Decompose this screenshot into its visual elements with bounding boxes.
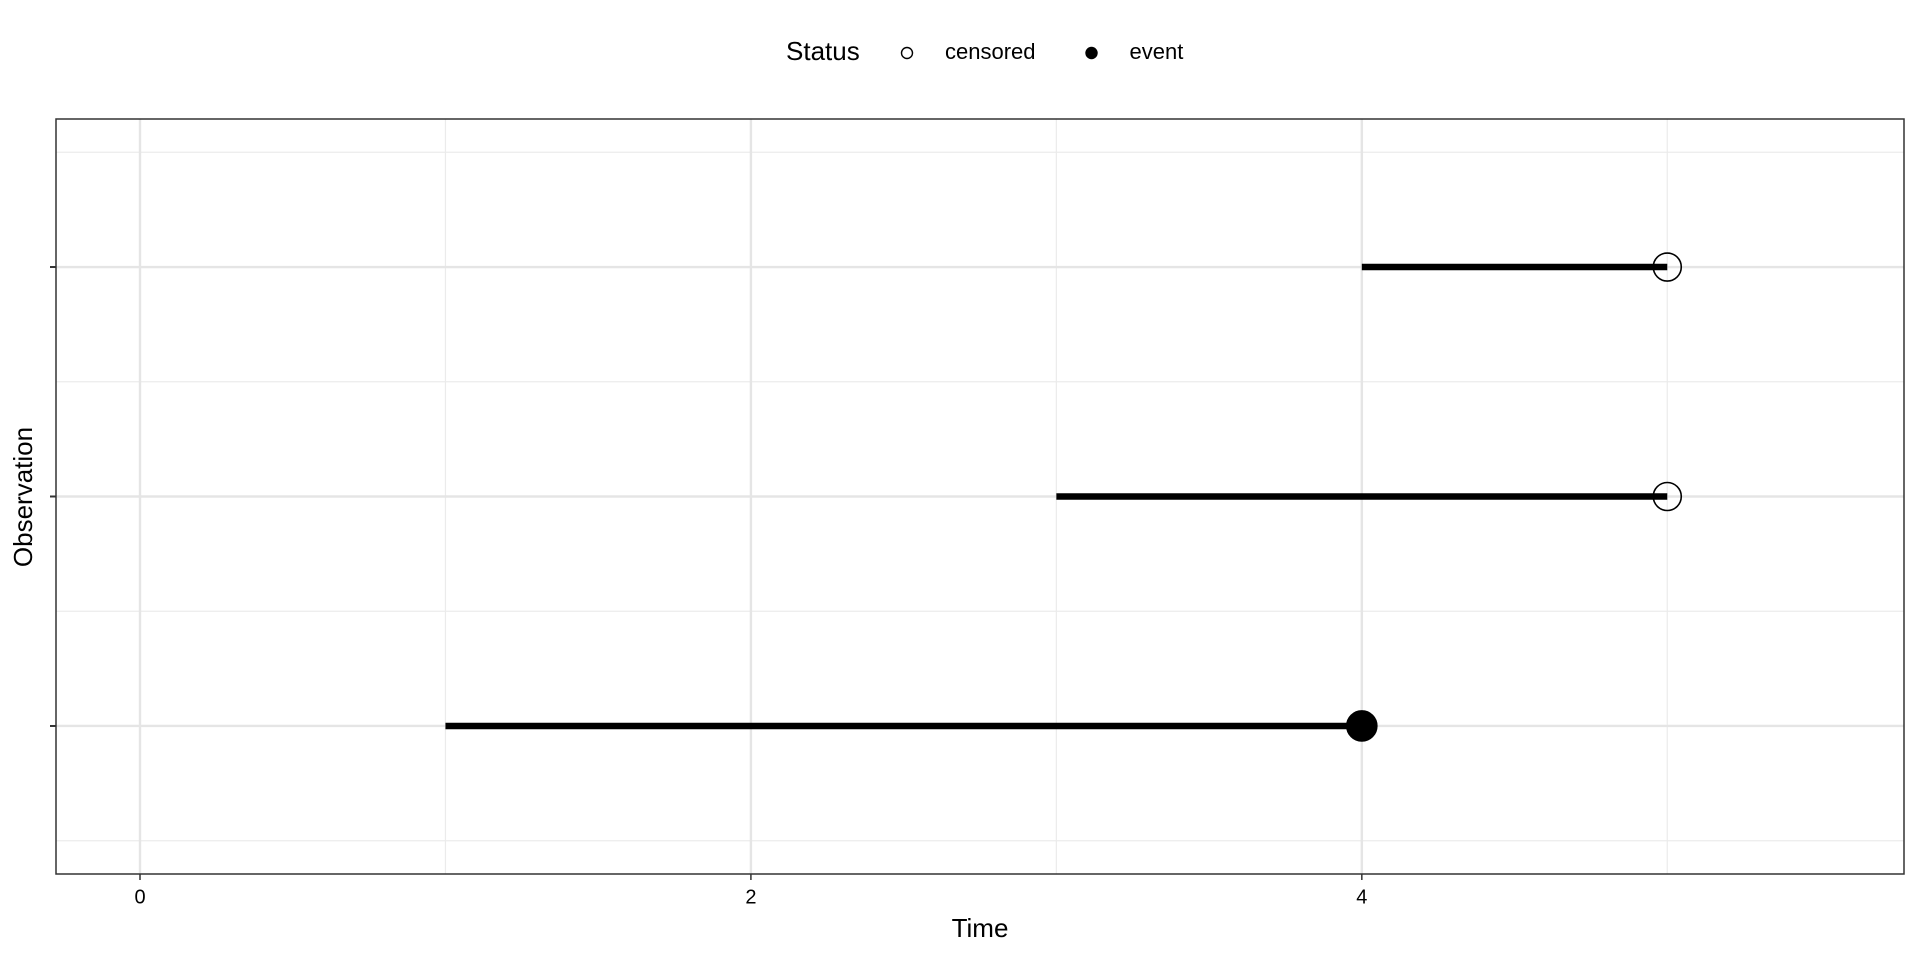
x-tick-label: 2 [745, 886, 756, 908]
plot-border [55, 118, 1905, 875]
legend-symbol [900, 46, 914, 60]
legend-symbol [1085, 46, 1098, 60]
x-axis-label: Time [952, 913, 1009, 943]
end-point [1652, 252, 1683, 282]
end-point [1652, 481, 1683, 512]
x-tick-label: 0 [134, 886, 145, 908]
x-tick-label: 4 [1356, 886, 1367, 908]
y-axis-label: Observation [8, 427, 38, 567]
legend-title: Status [786, 36, 860, 66]
legend-label: censored [945, 39, 1036, 64]
end-point [1346, 710, 1378, 742]
legend-label: event [1130, 39, 1184, 64]
